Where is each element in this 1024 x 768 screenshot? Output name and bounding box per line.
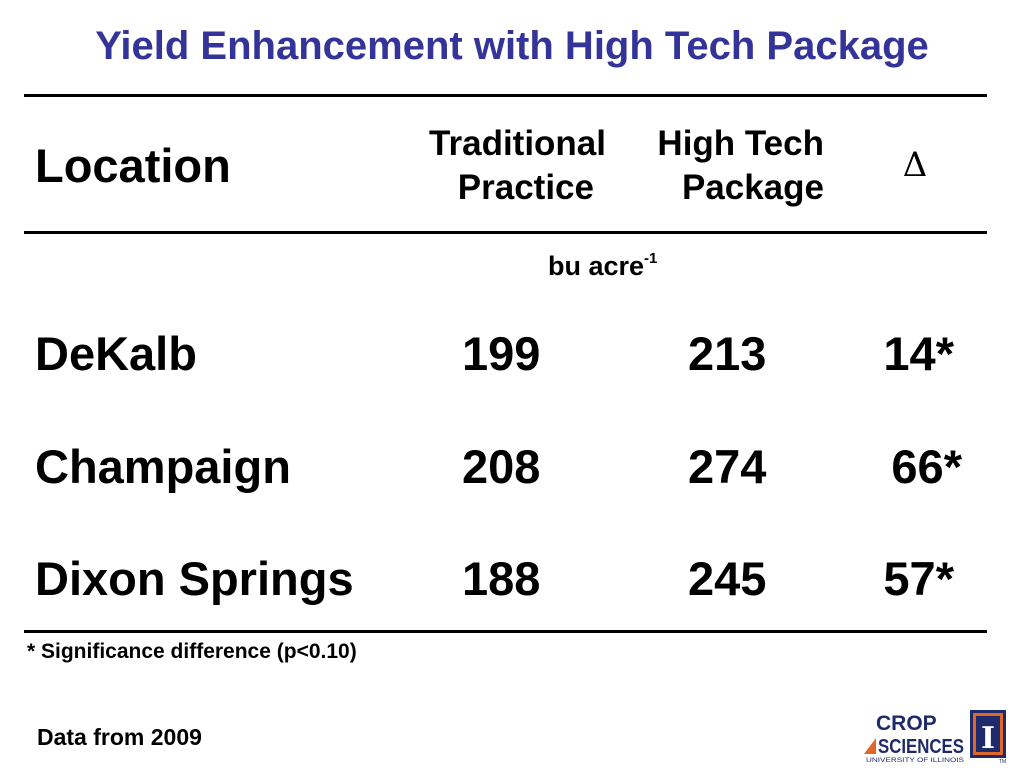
location-header: Location xyxy=(35,139,231,192)
row-champaign-traditional: 208 xyxy=(462,440,541,493)
row-champaign-location: Champaign xyxy=(35,440,291,493)
row-dixon-springs-delta: 57* xyxy=(883,552,954,605)
traditional-practice-header: Traditional Practice xyxy=(380,122,606,210)
row-champaign-hightech: 274 xyxy=(688,440,767,493)
significance-footnote: * Significance difference (p<0.10) xyxy=(27,640,357,663)
unit-text: bu acre xyxy=(548,251,645,281)
high-tech-package-header: High Tech Package xyxy=(600,122,824,210)
hightech-header-line1: High Tech xyxy=(657,124,824,163)
logo-university-text: UNIVERSITY OF ILLINOIS xyxy=(866,758,964,764)
data-source-note: Data from 2009 xyxy=(37,724,202,750)
row-dekalb-hightech: 213 xyxy=(688,327,767,380)
top-rule xyxy=(24,94,987,97)
traditional-header-line1: Traditional xyxy=(429,124,606,163)
logo-tm-text: TM xyxy=(999,759,1006,764)
row-dekalb-delta: 14* xyxy=(883,327,954,380)
row-dekalb-traditional: 199 xyxy=(462,327,541,380)
delta-header: Δ xyxy=(902,145,928,185)
hightech-header-line2: Package xyxy=(681,168,824,207)
unit-superscript: -1 xyxy=(644,250,658,267)
logo-sciences-text: SCIENCES xyxy=(878,736,964,758)
illinois-block-i-inner xyxy=(976,716,1000,752)
logo-triangle-icon xyxy=(864,738,876,754)
logo-crop-text: CROP xyxy=(876,712,937,735)
header-rule xyxy=(24,231,987,234)
bottom-rule xyxy=(24,630,987,633)
traditional-header-line2: Practice xyxy=(457,168,594,207)
row-dekalb-location: DeKalb xyxy=(35,327,197,380)
row-dixon-springs-location: Dixon Springs xyxy=(35,552,354,605)
row-champaign-delta: 66* xyxy=(891,440,962,493)
unit-label: bu acre-1 xyxy=(548,250,657,282)
crop-sciences-logo: CROP SCIENCES UNIVERSITY OF ILLINOIS I T… xyxy=(864,710,1006,764)
illinois-block-i-letter: I xyxy=(981,721,995,756)
row-dixon-springs-hightech: 245 xyxy=(688,552,767,605)
slide-title: Yield Enhancement with High Tech Package xyxy=(95,24,929,68)
row-dixon-springs-traditional: 188 xyxy=(462,552,541,605)
